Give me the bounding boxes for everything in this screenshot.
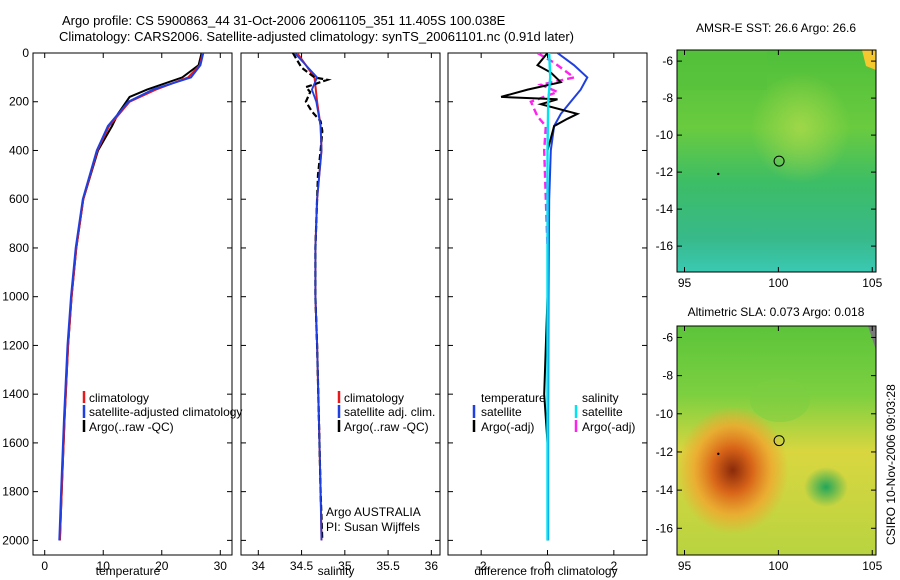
series-line-temperature-argo-adj xyxy=(500,53,581,541)
lon-tick-label: 105 xyxy=(862,276,882,290)
lat-tick-label: -16 xyxy=(656,239,674,253)
lat-tick-label: -14 xyxy=(656,483,674,497)
lat-tick-label: -10 xyxy=(656,407,674,421)
csiro-timestamp: CSIRO 10-Nov-2006 09:03:28 xyxy=(884,384,898,545)
island-dot xyxy=(717,172,720,176)
x-tick-label: 10 xyxy=(97,559,111,573)
lon-tick-label: 100 xyxy=(768,559,788,573)
legend-label: Argo(-adj) xyxy=(582,420,635,434)
series-line-salinity-argo-adj xyxy=(529,53,577,249)
y-tick-label: 800 xyxy=(9,241,29,255)
x-tick-label: 20 xyxy=(155,559,169,573)
x-tick-label: 34 xyxy=(252,559,266,573)
series-line-satellite-adjusted-climatology xyxy=(58,53,205,541)
lat-tick-label: -6 xyxy=(662,330,673,344)
pi-annotation: PI: Susan Wijffels xyxy=(326,520,420,534)
y-tick-label: 400 xyxy=(9,143,29,157)
y-tick-label: 200 xyxy=(9,95,29,109)
legend-heading-temperature: temperature xyxy=(481,391,546,405)
lon-tick-label: 95 xyxy=(678,276,692,290)
sst-map-axes xyxy=(676,49,877,273)
series-line-climatology xyxy=(296,53,323,541)
x-tick-label: 35.5 xyxy=(376,559,400,573)
y-tick-label: 1800 xyxy=(2,485,29,499)
coastline-island xyxy=(868,326,876,350)
difference-legend: temperature salinity satellite Argo(-adj… xyxy=(472,391,635,434)
legend-label: Argo(-adj) xyxy=(481,420,534,434)
x-tick-label: -2 xyxy=(476,559,487,573)
series-line-salinity-satellite xyxy=(546,53,552,541)
x-tick-label: 30 xyxy=(214,559,228,573)
legend-label: satellite adj. clim. xyxy=(344,405,435,419)
temperature-axis-label: temperature xyxy=(96,564,161,578)
lon-tick-label: 95 xyxy=(678,559,692,573)
y-tick-label: 1400 xyxy=(2,387,29,401)
lat-tick-label: -16 xyxy=(656,521,674,535)
sla-map-field xyxy=(677,326,876,555)
lat-tick-label: -8 xyxy=(662,91,673,105)
lat-tick-label: -8 xyxy=(662,369,673,383)
y-tick-label: 0 xyxy=(22,46,29,60)
salinity-legend: climatology satellite adj. clim. Argo(..… xyxy=(326,391,435,534)
y-tick-label: 1600 xyxy=(2,436,29,450)
float-owner-annotation: Argo AUSTRALIA xyxy=(326,505,421,519)
legend-heading-salinity: salinity xyxy=(582,391,619,405)
legend-label: Argo(..raw -QC) xyxy=(89,420,174,434)
lon-tick-label: 100 xyxy=(768,276,788,290)
temperature-legend: climatology satellite-adjusted climatolo… xyxy=(82,391,242,434)
x-tick-label: 34.5 xyxy=(290,559,314,573)
legend-label: climatology xyxy=(344,391,404,405)
sla-map-title: Altimetric SLA: 0.073 Argo: 0.018 xyxy=(688,305,865,319)
x-tick-label: 0 xyxy=(41,559,48,573)
x-tick-label: 2 xyxy=(610,559,617,573)
difference-axis-label: difference from climatology xyxy=(474,564,617,578)
plot-title-line2: Climatology: CARS2006. Satellite-adjuste… xyxy=(59,29,574,44)
argo-position-marker xyxy=(773,435,785,447)
legend-label: satellite xyxy=(481,405,522,419)
y-tick-label: 1200 xyxy=(2,338,29,352)
lat-tick-label: -6 xyxy=(662,54,673,68)
y-tick-label: 1000 xyxy=(2,290,29,304)
legend-label: satellite xyxy=(582,405,623,419)
legend-label: satellite-adjusted climatology xyxy=(89,405,242,419)
sst-map-title: AMSR-E SST: 26.6 Argo: 26.6 xyxy=(696,21,856,35)
series-line-argo-raw-qc xyxy=(58,53,203,541)
series-line-argo-raw-qc xyxy=(291,53,332,541)
lat-tick-label: -14 xyxy=(656,202,674,216)
sla-map-axes xyxy=(676,325,877,556)
lat-tick-label: -12 xyxy=(656,165,674,179)
salinity-axis-label: salinity xyxy=(318,564,355,578)
argo-position-marker xyxy=(773,155,785,167)
series-line-climatology xyxy=(58,53,204,541)
temperature-axes xyxy=(32,52,233,556)
x-tick-label: 35 xyxy=(338,559,352,573)
x-tick-label: 36 xyxy=(425,559,439,573)
sst-map-field xyxy=(677,50,876,272)
island-dot xyxy=(717,452,720,456)
series-line-satellite-adj-clim xyxy=(293,53,323,541)
lat-tick-label: -10 xyxy=(656,128,674,142)
x-tick-label: 0 xyxy=(544,559,551,573)
legend-label: climatology xyxy=(89,391,149,405)
y-tick-label: 2000 xyxy=(2,533,29,547)
lon-tick-label: 105 xyxy=(862,559,882,573)
y-tick-label: 600 xyxy=(9,192,29,206)
salinity-axes xyxy=(240,52,441,556)
plot-title-line1: Argo profile: CS 5900863_44 31-Oct-2006 … xyxy=(62,13,506,28)
legend-label: Argo(..raw -QC) xyxy=(344,420,429,434)
lat-tick-label: -12 xyxy=(656,445,674,459)
